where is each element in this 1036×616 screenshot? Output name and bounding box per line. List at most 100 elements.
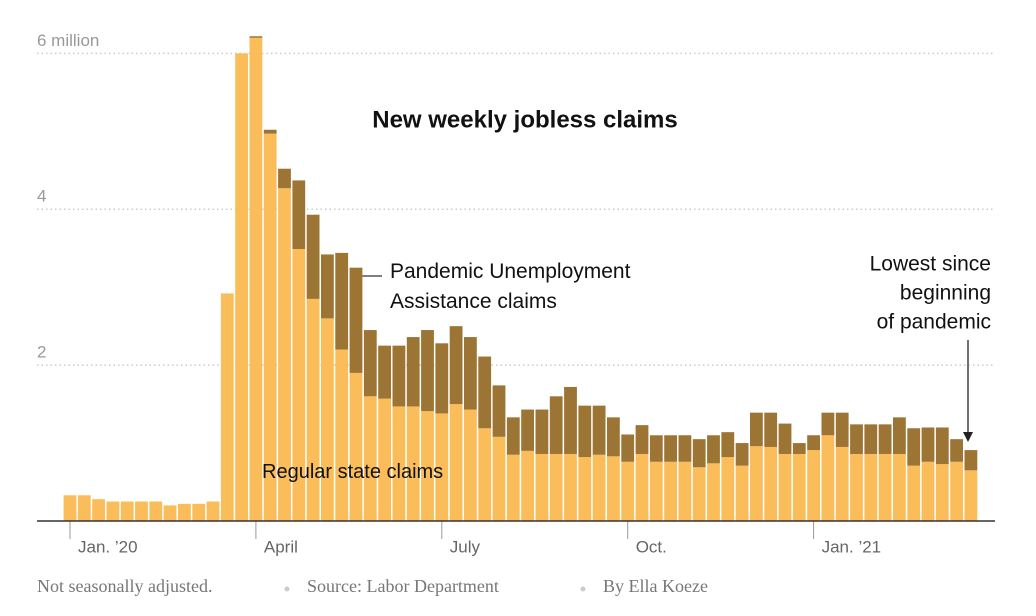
- bar-segment: [621, 461, 635, 521]
- bar-segment: [521, 409, 534, 451]
- bar-segment: [649, 461, 663, 521]
- bar-segment: [278, 168, 291, 189]
- bar-segment: [549, 453, 563, 521]
- bar-segment: [521, 450, 534, 521]
- bar-segment: [335, 252, 349, 350]
- bar-segment: [321, 254, 334, 319]
- bar-segment: [821, 412, 835, 436]
- footer-text: Source: Labor Department: [307, 576, 499, 596]
- bar-segment: [564, 386, 577, 454]
- footer-text: Not seasonally adjusted.: [37, 576, 212, 596]
- bar-segment: [707, 435, 720, 464]
- bar-segment: [549, 396, 563, 454]
- bar-segment: [664, 461, 677, 521]
- bar-segment: [363, 396, 377, 521]
- bar-segment: [735, 443, 749, 466]
- bar-segment: [63, 495, 77, 521]
- bar-segment: [235, 53, 248, 521]
- bar-segment: [421, 411, 434, 521]
- bar-segment: [721, 432, 735, 458]
- bar-segment: [192, 503, 206, 521]
- bar-segment: [464, 409, 477, 521]
- bar-segment: [120, 501, 134, 521]
- bar-segment: [335, 349, 349, 521]
- bar-segment: [306, 214, 320, 299]
- bar-segment: [807, 450, 820, 521]
- series-label: Regular state claims: [262, 461, 444, 483]
- bar-segment: [807, 435, 820, 451]
- bar-segment: [535, 453, 549, 521]
- bar-segment: [349, 267, 363, 373]
- bar-segment: [535, 409, 549, 454]
- bar-segment: [206, 501, 220, 521]
- bar-segment: [163, 505, 177, 521]
- bar-segment: [106, 501, 120, 521]
- bar-segment: [607, 417, 620, 457]
- bar-segment: [907, 465, 921, 521]
- y-tick-label: 6 million: [37, 31, 99, 50]
- bar-segment: [835, 412, 849, 447]
- x-tick-label: April: [264, 537, 298, 556]
- bar-segment: [263, 133, 277, 521]
- bar-segment: [850, 453, 863, 521]
- chart-title: New weekly jobless claims: [372, 106, 678, 133]
- bar-segment: [449, 326, 463, 405]
- bar-segment: [821, 435, 835, 521]
- annotation-arrowhead: [963, 432, 973, 442]
- bar-segment: [921, 427, 935, 462]
- bar-segment: [635, 425, 649, 454]
- bar-segment: [893, 417, 906, 454]
- bar-segment: [178, 503, 191, 521]
- bar-segment: [921, 461, 935, 521]
- bar-segment: [220, 293, 234, 521]
- bar-segment: [893, 453, 906, 521]
- bar-segment: [249, 37, 263, 522]
- bar-segment: [735, 465, 749, 521]
- bar-segment: [864, 424, 878, 454]
- bar-segment: [649, 435, 663, 462]
- bar-segment: [478, 428, 492, 521]
- bar-segment: [321, 318, 334, 521]
- bar-segment: [878, 424, 892, 454]
- bar-segment: [635, 453, 649, 521]
- x-tick-label: Jan. ’21: [822, 537, 882, 556]
- bar-segment: [278, 188, 291, 521]
- y-tick-label: 2: [37, 343, 46, 362]
- bar-segment: [578, 405, 592, 458]
- bar-segment: [492, 436, 506, 521]
- bar-segment: [449, 404, 463, 521]
- annotation: Lowest since: [870, 253, 991, 276]
- bar-segment: [92, 499, 105, 521]
- series-label: Pandemic Unemployment Assistance claims: [390, 260, 631, 313]
- bar-segment: [750, 412, 763, 447]
- bar-segment: [478, 356, 492, 429]
- bar-segment: [950, 461, 963, 521]
- x-tick-label: Oct.: [636, 537, 667, 556]
- bar-segment: [306, 298, 320, 521]
- bar-segment: [135, 501, 148, 521]
- bar-segment: [664, 435, 677, 462]
- bar-segment: [592, 405, 606, 455]
- bar-segment: [578, 457, 592, 521]
- bar-segment: [492, 385, 506, 437]
- bar-segment: [435, 343, 449, 414]
- bar-segment: [935, 464, 949, 521]
- bar-segment: [149, 501, 163, 521]
- bar-segment: [964, 470, 978, 521]
- annotation: of pandemic: [877, 311, 991, 334]
- bar-segment: [950, 439, 963, 462]
- bar-segment: [935, 427, 949, 465]
- x-tick-label: July: [450, 537, 481, 556]
- bar-segment: [77, 495, 91, 521]
- bar-segment: [378, 345, 391, 399]
- bar-segment: [406, 337, 420, 407]
- bar-segment: [692, 439, 706, 468]
- bar-segment: [435, 413, 449, 521]
- bar-segment: [678, 435, 692, 462]
- bar-segment: [506, 454, 520, 521]
- bar-segment: [778, 423, 792, 454]
- bar-segment: [707, 463, 720, 521]
- bar-segment: [850, 424, 863, 454]
- bar-segment: [292, 249, 306, 521]
